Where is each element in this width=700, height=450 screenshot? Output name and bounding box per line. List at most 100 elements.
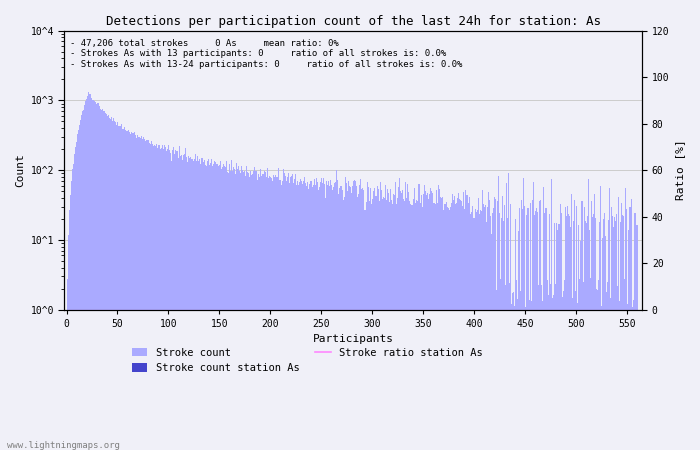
Bar xyxy=(455,204,456,450)
Bar xyxy=(335,182,336,450)
Bar xyxy=(513,292,514,450)
Bar xyxy=(620,222,621,450)
Bar xyxy=(339,188,340,450)
Bar xyxy=(234,169,235,450)
Bar xyxy=(584,221,586,450)
Bar xyxy=(416,200,417,450)
Bar xyxy=(283,169,284,450)
Bar xyxy=(247,172,248,450)
Bar xyxy=(504,205,505,450)
Bar xyxy=(593,214,594,450)
Bar xyxy=(224,166,225,450)
Bar xyxy=(477,198,479,450)
Bar xyxy=(404,201,405,450)
Bar xyxy=(636,225,638,450)
Bar xyxy=(379,201,380,450)
Bar xyxy=(430,191,432,450)
Bar xyxy=(103,111,104,450)
Bar xyxy=(106,116,108,450)
Bar xyxy=(141,136,142,450)
Bar xyxy=(500,279,501,450)
Bar xyxy=(489,200,490,450)
Bar xyxy=(88,92,90,450)
Bar xyxy=(502,196,503,450)
Bar xyxy=(244,171,245,450)
Bar xyxy=(256,180,258,450)
Bar xyxy=(204,165,206,450)
Bar xyxy=(142,140,144,450)
Bar xyxy=(191,159,193,450)
Bar xyxy=(518,231,519,450)
Bar xyxy=(603,219,604,450)
Bar xyxy=(132,133,133,450)
Bar xyxy=(291,176,292,450)
Bar xyxy=(507,218,508,450)
Bar xyxy=(575,291,576,450)
Bar xyxy=(370,204,372,450)
Bar xyxy=(94,102,95,450)
Bar xyxy=(428,194,430,450)
Bar xyxy=(451,203,452,450)
Bar xyxy=(178,158,179,450)
Bar xyxy=(386,200,387,450)
Bar xyxy=(174,154,175,450)
Bar xyxy=(449,210,450,450)
Bar xyxy=(159,145,160,450)
Bar xyxy=(613,227,614,450)
Bar xyxy=(146,140,148,450)
Bar xyxy=(561,213,562,450)
Bar xyxy=(102,109,103,450)
Bar xyxy=(94,101,95,450)
Bar xyxy=(198,161,200,450)
Bar xyxy=(130,134,131,450)
Bar xyxy=(486,207,488,450)
Bar xyxy=(90,94,92,450)
Bar xyxy=(176,151,177,450)
Bar xyxy=(251,176,253,450)
Bar xyxy=(567,206,568,450)
Bar xyxy=(570,228,571,450)
Bar xyxy=(480,210,481,450)
Bar xyxy=(368,187,369,450)
Bar xyxy=(189,158,190,450)
Bar xyxy=(410,204,412,450)
Bar xyxy=(440,197,441,450)
Bar xyxy=(539,201,540,450)
Bar xyxy=(272,181,273,450)
Bar xyxy=(573,221,575,450)
Bar xyxy=(503,221,504,450)
Bar xyxy=(288,173,289,450)
Bar xyxy=(550,284,551,450)
Bar xyxy=(274,177,275,450)
Bar xyxy=(475,212,477,450)
Bar xyxy=(280,180,281,450)
Bar xyxy=(408,192,409,450)
Bar xyxy=(515,219,517,450)
Bar xyxy=(537,212,538,450)
Bar xyxy=(330,180,331,450)
Bar xyxy=(284,173,285,450)
Bar xyxy=(435,204,436,450)
Bar xyxy=(85,101,86,450)
Bar xyxy=(77,134,78,450)
Bar xyxy=(278,168,279,450)
Bar xyxy=(407,184,408,450)
Bar xyxy=(443,210,444,450)
Bar xyxy=(193,161,195,450)
Bar xyxy=(616,214,617,450)
Bar xyxy=(387,189,388,450)
Y-axis label: Ratio [%]: Ratio [%] xyxy=(675,140,685,200)
Bar xyxy=(304,176,305,450)
Bar xyxy=(473,218,475,450)
Bar xyxy=(136,138,137,450)
Bar xyxy=(448,208,449,450)
Bar xyxy=(95,104,97,450)
Bar xyxy=(108,117,110,450)
Bar xyxy=(399,178,400,450)
Bar xyxy=(104,112,105,450)
Bar xyxy=(520,291,522,450)
Bar xyxy=(367,182,368,450)
Bar xyxy=(376,196,377,450)
Bar xyxy=(301,181,302,450)
Bar xyxy=(181,155,182,450)
